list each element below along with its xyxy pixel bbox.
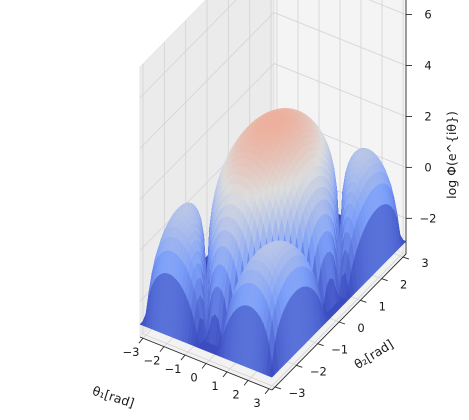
y-tick: [381, 278, 388, 282]
z-gridline: [139, 12, 407, 149]
x-tick-label: 0: [190, 371, 197, 385]
x-tick: [222, 371, 228, 378]
y-tick: [402, 256, 410, 260]
y-tick: [296, 364, 303, 368]
y-tick-label: 0: [357, 321, 364, 335]
x-tick: [201, 363, 207, 369]
y-tick: [338, 321, 346, 325]
x-tick: [243, 380, 249, 386]
z-gridline: [139, 0, 407, 98]
x-tick: [264, 388, 270, 395]
y-axis-label: θ₂[rad]: [351, 336, 396, 372]
z-axis-label: log Φ(e^{iθ}): [444, 111, 459, 199]
x-tick: [138, 337, 144, 344]
z-tick-label: 2: [424, 109, 431, 123]
surface-facet: [268, 363, 276, 378]
z-tick-label: 0: [424, 160, 431, 174]
y-tick: [274, 386, 282, 390]
z-gridline: [139, 63, 407, 200]
z-tick-label: 6: [424, 8, 431, 22]
x-gridline: [268, 0, 404, 390]
z-tick-label: −2: [420, 211, 437, 225]
x-tick-label: 1: [211, 379, 218, 393]
y-tick: [317, 343, 324, 347]
surface-mesh: [139, 108, 407, 378]
y-gridline: [142, 64, 276, 388]
x-tick: [159, 346, 165, 352]
x-tick-label: 2: [232, 387, 239, 401]
x-tick: [180, 354, 186, 361]
y-tick-label: 2: [400, 278, 407, 292]
x-tick-label: 3: [253, 396, 260, 410]
z-axis-ticks: −2 0 2 4 6: [406, 8, 437, 225]
y-tick: [360, 299, 367, 303]
x-tick-label: −3: [122, 345, 139, 359]
x-tick-label: −2: [143, 354, 160, 368]
x-axis-label: θ₁[rad]: [91, 383, 137, 411]
y-tick-label: 3: [421, 256, 428, 270]
y-tick-label: −2: [310, 364, 327, 378]
z-tick-label: 4: [424, 59, 431, 73]
y-tick-label: −1: [331, 343, 348, 357]
y-tick-label: 1: [379, 299, 386, 313]
y-tick-label: −3: [289, 386, 306, 400]
y-axis-ticks: −3 −2 −1 0 123: [274, 256, 429, 400]
x-tick-label: −1: [165, 362, 182, 376]
